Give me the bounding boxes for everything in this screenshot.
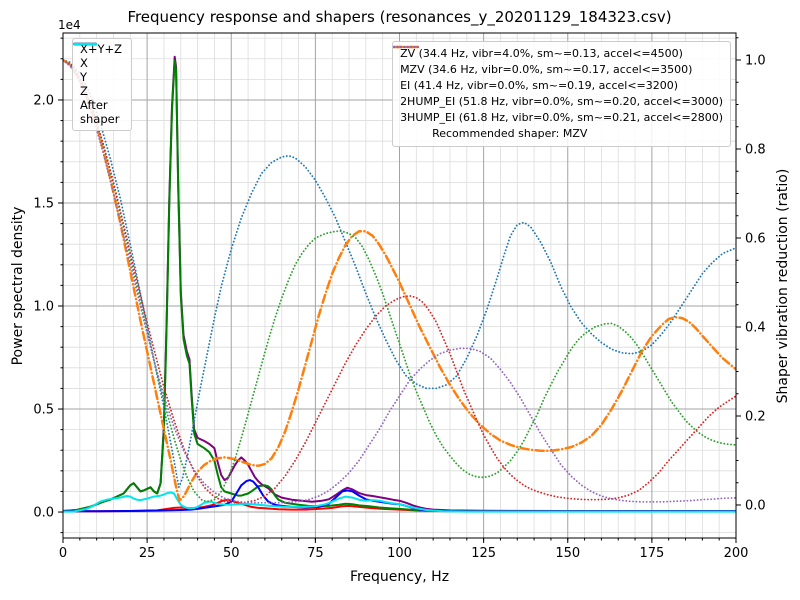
x-tick-label-75: 75 bbox=[307, 546, 324, 561]
curve-shaper-zv bbox=[63, 59, 736, 489]
curve-psd-x bbox=[63, 498, 736, 513]
legend-shaper-entry-1: MZV (34.6 Hz, vibr=0.0%, sm~=0.17, accel… bbox=[393, 45, 723, 78]
curve-shaper-2hump-ei bbox=[63, 59, 736, 504]
x-tick-label-150: 150 bbox=[555, 546, 580, 561]
y-left-tick-label-0.0: 0.0 bbox=[33, 506, 54, 521]
y-axis-offset-label: 1e4 bbox=[58, 18, 81, 32]
x-tick-label-0: 0 bbox=[59, 546, 67, 561]
y-left-tick-label-1.5: 1.5 bbox=[33, 196, 54, 211]
legend-recommended-shaper-label: Recommended shaper: MZV bbox=[432, 127, 588, 141]
x-tick-label-100: 100 bbox=[387, 546, 412, 561]
legend-psd-entry-2: Y bbox=[73, 42, 124, 85]
legend-shaper-entry-0-label: ZV (34.4 Hz, vibr=4.0%, sm~=0.13, accel<… bbox=[400, 47, 683, 61]
y-left-tick-label-1.0: 1.0 bbox=[33, 300, 54, 315]
legend-shaper-entry-2: EI (41.4 Hz, vibr=0.0%, sm~=0.19, accel<… bbox=[393, 45, 723, 94]
x-axis-label: Frequency, Hz bbox=[349, 569, 450, 585]
curve-shaper-ei bbox=[63, 59, 736, 503]
chart-title: Frequency response and shapers (resonanc… bbox=[127, 8, 672, 26]
y-right-tick-label-0.2: 0.2 bbox=[745, 409, 766, 424]
legend-recommended-shaper: Recommended shaper: MZV bbox=[400, 126, 723, 142]
y-left-tick-label-0.5: 0.5 bbox=[33, 403, 54, 418]
x-tick-label-125: 125 bbox=[471, 546, 496, 561]
legend-shaper-entry-2-label: EI (41.4 Hz, vibr=0.0%, sm~=0.19, accel<… bbox=[400, 79, 679, 93]
legend-psd-entry-4-label: After shaper bbox=[80, 98, 120, 126]
y-right-tick-label-0.8: 0.8 bbox=[745, 143, 766, 158]
y-right-tick-label-0.6: 0.6 bbox=[745, 231, 766, 246]
x-tick-label-50: 50 bbox=[223, 546, 240, 561]
y-left-tick-label-2.0: 2.0 bbox=[33, 93, 54, 108]
ticks bbox=[58, 37, 741, 543]
legend-psd-entry-0-label: X+Y+Z bbox=[80, 42, 123, 57]
x-tick-label-175: 175 bbox=[639, 546, 664, 561]
legend-shaper-entry-3: 2HUMP_EI (51.8 Hz, vibr=0.0%, sm~=0.20, … bbox=[393, 45, 723, 110]
x-tick-label-200: 200 bbox=[724, 546, 749, 561]
legend-shaper-entry-1-label: MZV (34.6 Hz, vibr=0.0%, sm~=0.17, accel… bbox=[400, 63, 693, 77]
legend-line-sample-solid bbox=[73, 42, 97, 46]
curve-psd-after-shaper bbox=[63, 491, 736, 513]
legend-shaper-entry-0: ZV (34.4 Hz, vibr=4.0%, sm~=0.13, accel<… bbox=[393, 45, 723, 62]
y-right-tick-label-0.0: 0.0 bbox=[745, 498, 766, 513]
legend-shapers: ZV (34.4 Hz, vibr=4.0%, sm~=0.13, accel<… bbox=[392, 41, 731, 147]
legend-psd-entry-1-label: X bbox=[80, 56, 88, 71]
tick-labels: 0 25 50 75 100 125 150 175 200 0.0 0.5 1.0 1.5 2.0 0.0… bbox=[33, 54, 765, 561]
curves bbox=[63, 55, 736, 513]
y-axis-label-right: Shaper vibration reduction (ratio) bbox=[775, 168, 791, 404]
x-tick-label-25: 25 bbox=[139, 546, 156, 561]
curve-shaper-mzv bbox=[63, 58, 736, 502]
curve-psd-y bbox=[63, 59, 736, 513]
legend-psd: X+Y+Z X Y Z After shaper bbox=[72, 38, 132, 132]
legend-psd-entry-2-label: Y bbox=[80, 70, 88, 85]
legend-psd-entry-1: X bbox=[73, 42, 124, 71]
legend-line-sample-dotted bbox=[393, 45, 420, 49]
legend-shaper-entry-4-label: 3HUMP_EI (61.8 Hz, vibr=0.0%, sm~=0.21, … bbox=[400, 111, 723, 125]
legend-shaper-entry-4: 3HUMP_EI (61.8 Hz, vibr=0.0%, sm~=0.21, … bbox=[393, 45, 723, 126]
y-axis-label-left: Power spectral density bbox=[10, 206, 26, 366]
legend-psd-entry-3-label: Z bbox=[80, 84, 88, 99]
legend-psd-entry-3: Z bbox=[73, 42, 124, 99]
y-right-tick-label-1.0: 1.0 bbox=[745, 54, 766, 69]
legend-psd-entry-4: After shaper bbox=[73, 42, 124, 126]
y-right-tick-label-0.4: 0.4 bbox=[745, 320, 766, 335]
legend-shaper-entry-3-label: 2HUMP_EI (51.8 Hz, vibr=0.0%, sm~=0.20, … bbox=[400, 95, 723, 109]
